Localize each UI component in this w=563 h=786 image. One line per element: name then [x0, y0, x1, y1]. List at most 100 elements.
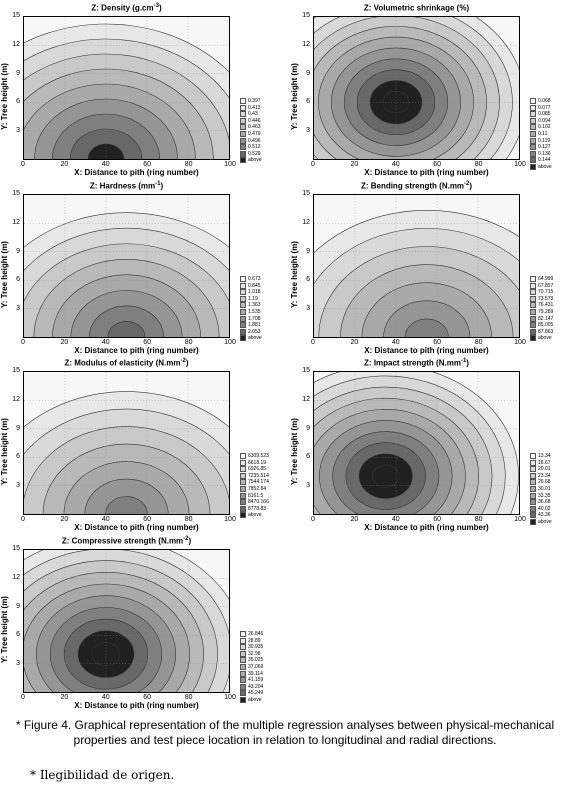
chart-title-text: Z: Modulus of elasticity (N.mm	[64, 358, 181, 368]
legend-label: 0.11	[538, 131, 548, 137]
legend-item: 0.397	[240, 98, 261, 105]
legend-label: 26.846	[248, 631, 264, 637]
contour-chart: Z: Hardness (mm-1) 0 20 40 60 80 100 15 12 9 6 3 X: …	[0, 178, 290, 356]
legend-label: 0.085	[538, 111, 551, 118]
contour-plot-area	[23, 549, 230, 693]
contour-chart: Z: Density (g.cm-3) 0 20 40 60 80 100 15 12 9 6 3 X:…	[0, 0, 290, 178]
legend-label: 6309.523	[248, 453, 269, 459]
legend-swatch	[240, 117, 246, 124]
legend-swatch	[240, 486, 246, 492]
legend-swatch	[240, 157, 246, 164]
legend-swatch	[530, 322, 536, 329]
contour-map	[24, 195, 229, 337]
legend-label: above	[248, 697, 262, 703]
legend-item: 0.127	[530, 144, 551, 151]
legend-swatch	[240, 697, 246, 703]
legend-label: 0.094	[538, 117, 551, 124]
legend-label: 79.289	[538, 309, 554, 315]
legend-label: 35.025	[248, 657, 264, 664]
x-tick-label: 0	[311, 516, 315, 523]
legend-swatch	[240, 650, 246, 657]
contour-map	[314, 372, 519, 514]
x-tick-label: 60	[433, 516, 442, 523]
legend-swatch	[530, 124, 536, 131]
contour-map	[314, 17, 519, 159]
legend-label: 0.496	[248, 137, 261, 144]
y-tick-label: 9	[16, 424, 20, 432]
legend-item: 0.068	[530, 98, 551, 105]
legend-swatch	[240, 144, 246, 151]
legend-swatch	[240, 670, 246, 677]
legend-item: 30.935	[240, 644, 263, 651]
y-tick-label: 15	[302, 12, 310, 19]
legend-item: 0.845	[240, 282, 261, 290]
y-axis-label: Y: Tree height (m)	[0, 63, 9, 130]
legend-label: 7544.174	[248, 479, 269, 486]
contour-plot-area	[23, 16, 230, 160]
y-tick-label: 12	[12, 395, 20, 403]
contour-map	[24, 550, 229, 692]
legend-label: 37.069	[248, 664, 264, 670]
x-tick-label: 40	[391, 339, 400, 346]
x-tick-label: 80	[474, 339, 483, 346]
legend-swatch	[240, 690, 246, 697]
legend-item: 0.077	[530, 104, 551, 112]
legend-label: 7852.84	[248, 486, 267, 492]
x-tick-label: 20	[60, 161, 69, 168]
legend-item: 32.98	[240, 650, 261, 658]
x-tick-label: 40	[101, 694, 110, 701]
legend-swatch	[240, 137, 246, 144]
legend-label: 39.114	[248, 670, 263, 677]
legend-swatch	[240, 492, 246, 499]
y-tick-label: 9	[16, 247, 20, 255]
legend-item: 64.999	[530, 276, 553, 283]
chart-title-exponent: -2	[180, 358, 186, 364]
legend-swatch	[240, 664, 246, 670]
legend-label: 85.005	[538, 322, 554, 329]
legend-swatch	[530, 144, 536, 151]
legend-item: 82.147	[530, 315, 554, 323]
legend-label: 1.708	[248, 315, 261, 322]
legend-label: 0.446	[248, 117, 261, 124]
y-tick-label: 15	[302, 190, 310, 197]
legend-item: 33.35	[530, 492, 551, 500]
y-tick-label: 15	[12, 190, 20, 197]
x-tick-label: 0	[21, 339, 25, 346]
x-tick-label: 20	[350, 516, 359, 523]
y-tick-label: 12	[302, 40, 310, 48]
contour-map	[24, 17, 229, 159]
legend-item: 26.846	[240, 631, 263, 638]
x-tick-label: 40	[101, 339, 110, 346]
x-tick-label: 100	[224, 161, 236, 168]
chart-title-exponent: -1	[155, 181, 161, 187]
legend-item: 0.463	[240, 124, 261, 131]
legend-swatch	[530, 302, 536, 309]
legend-label: 0.512	[248, 144, 261, 151]
legend-item: 41.159	[240, 677, 263, 684]
x-tick-label: 0	[21, 161, 25, 168]
contour-plot-area	[23, 371, 230, 515]
legend-swatch	[240, 335, 246, 342]
legend-item: 1.535	[240, 309, 261, 316]
contour-chart: Z: Compressive strength (N.mm-2) 0 20 40 60 8…	[0, 533, 290, 711]
x-tick-label: 100	[224, 694, 236, 701]
legend-item: 67.857	[530, 282, 553, 290]
y-tick-label: 9	[306, 69, 310, 77]
legend-label: 0.479	[248, 131, 261, 137]
legend-swatch	[240, 131, 246, 137]
y-tick-label: 12	[12, 573, 20, 581]
legend-label: 32.98	[248, 650, 261, 657]
legend-item: 76.431	[530, 302, 553, 309]
legend-swatch	[240, 309, 246, 315]
legend-item: 0.673	[240, 276, 261, 283]
legend-item: 70.715	[530, 289, 553, 296]
y-axis-label: Y: Tree height (m)	[290, 63, 299, 130]
legend-item: 6618.19	[240, 459, 266, 467]
legend-label: 82.147	[538, 315, 554, 322]
legend-item: 0.119	[530, 137, 550, 145]
x-axis-label: X: Distance to pith (ring number)	[74, 168, 199, 177]
legend-swatch	[240, 466, 246, 473]
legend-item: 0.136	[530, 150, 551, 158]
legend-swatch	[240, 289, 246, 296]
legend-item: 43.36	[530, 512, 551, 519]
